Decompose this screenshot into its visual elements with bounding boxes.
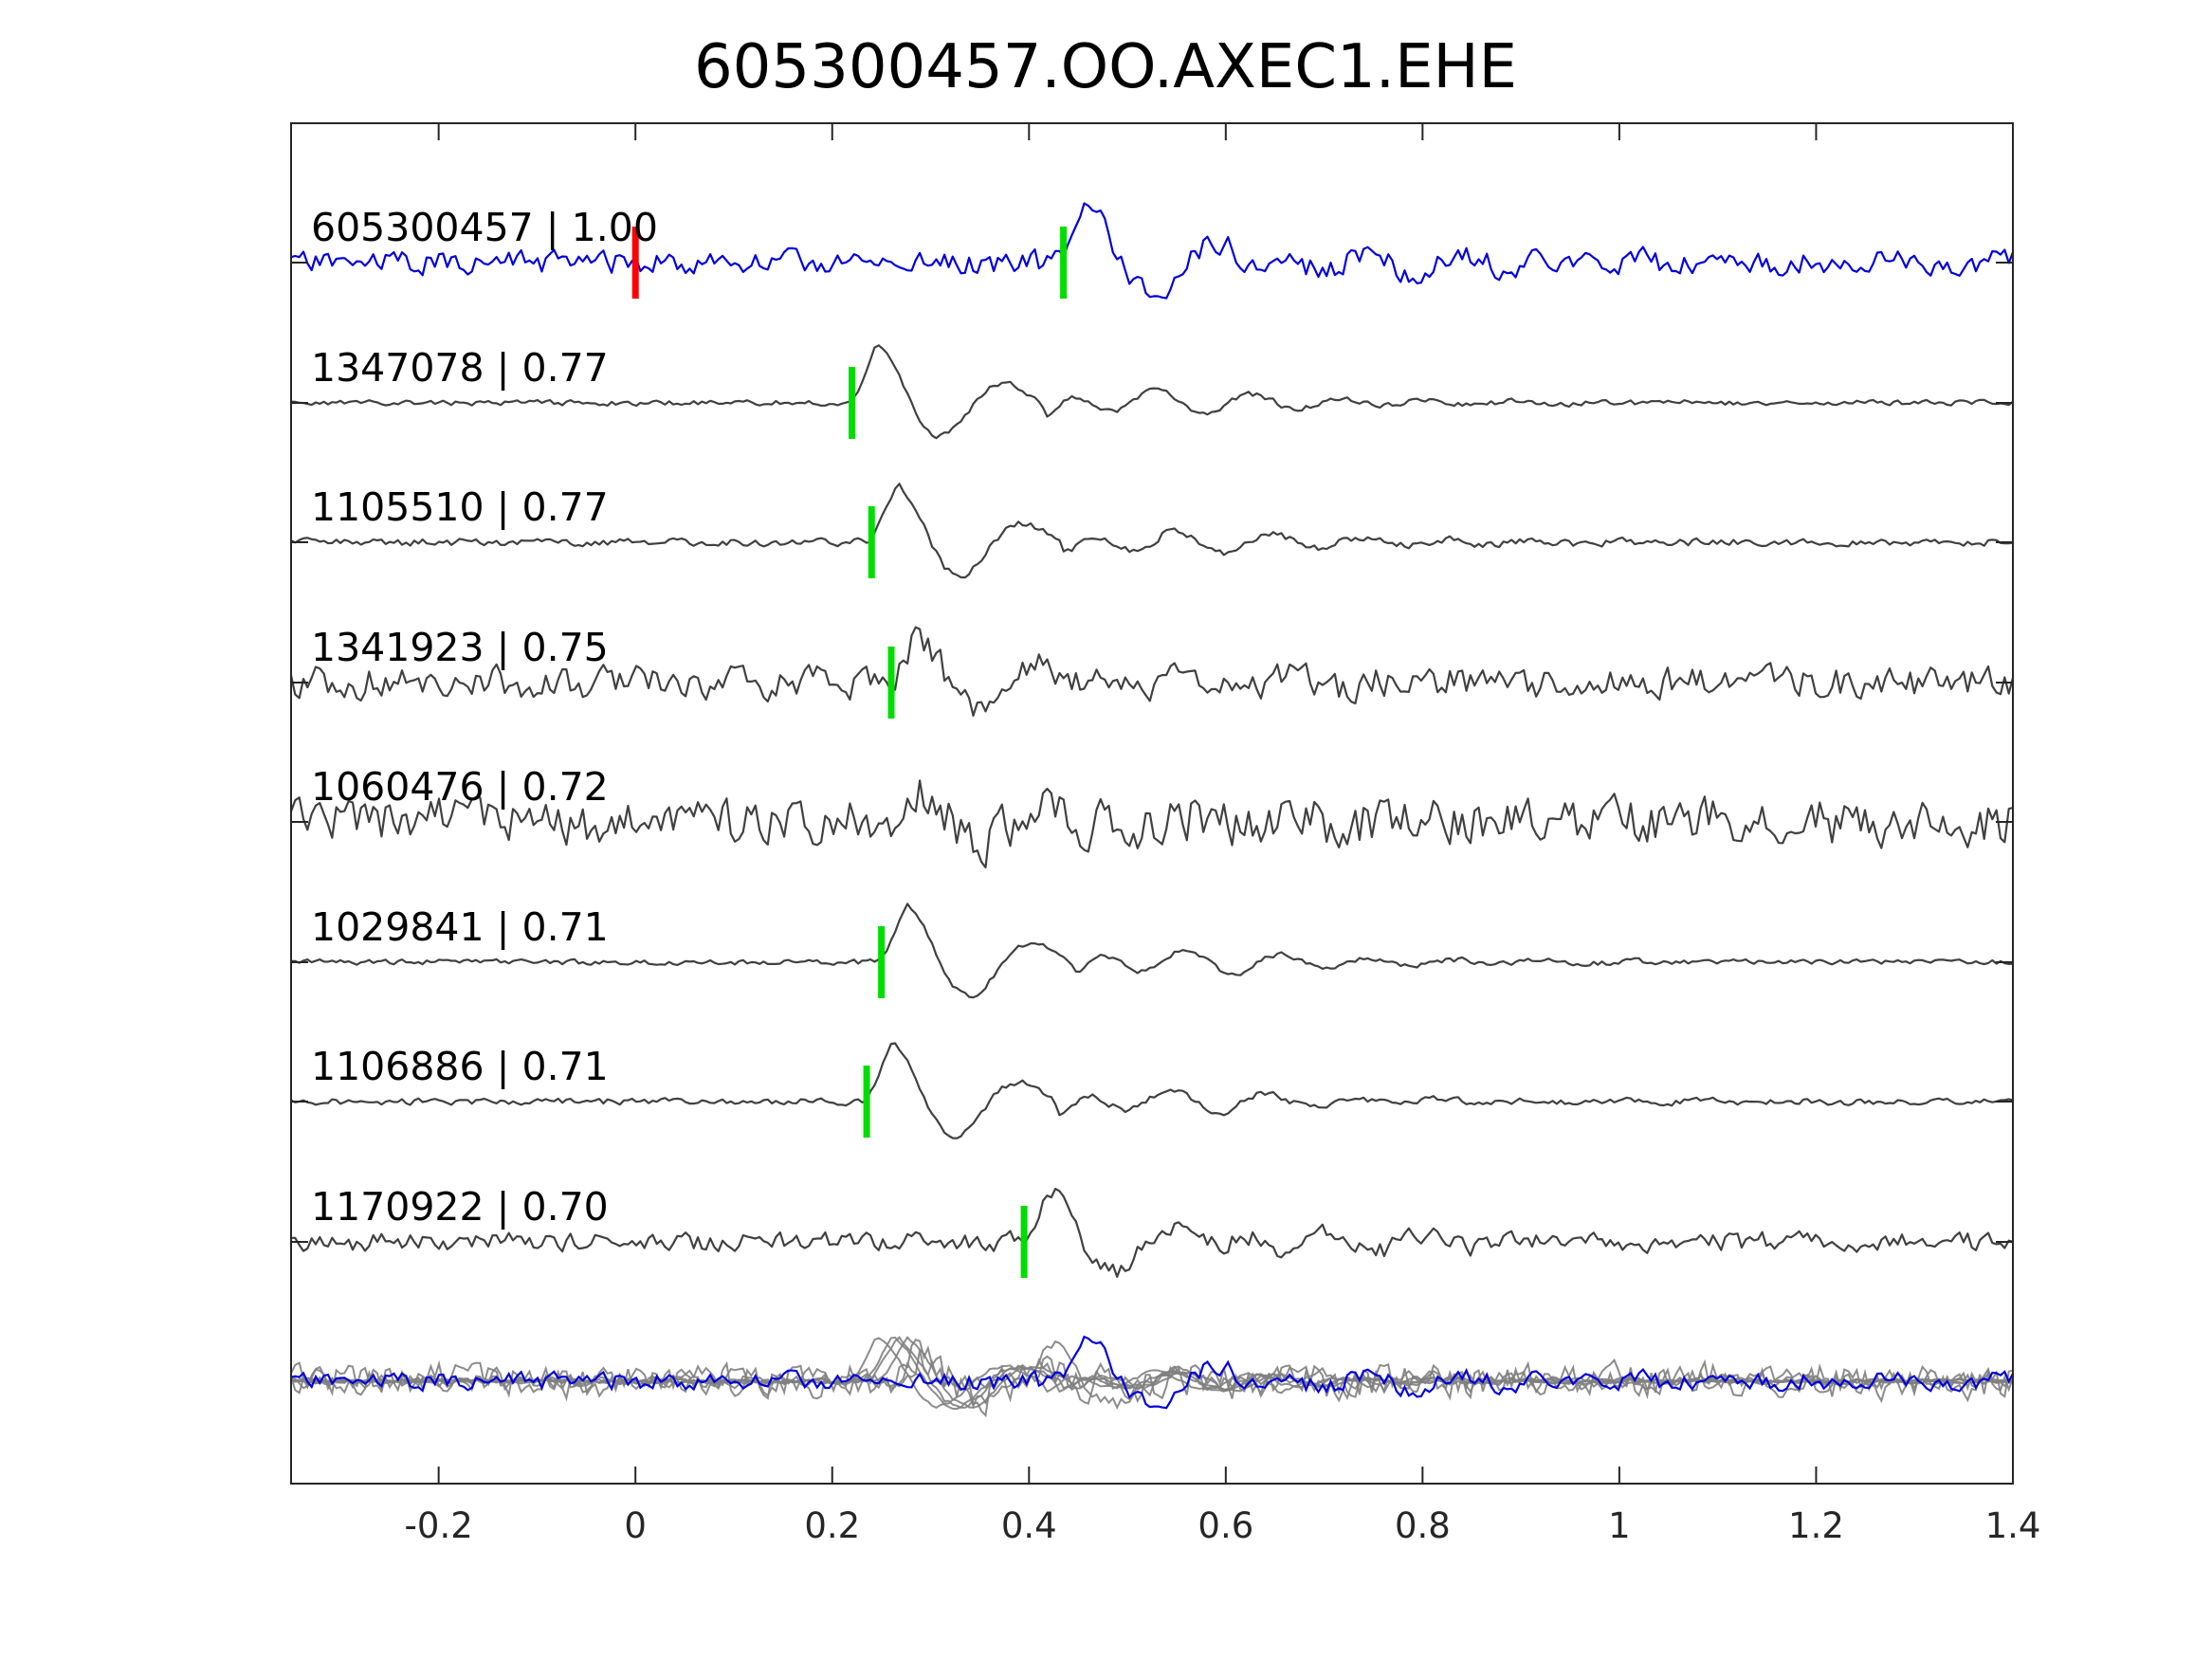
trace-label-7: 1170922 | 0.70 bbox=[311, 1184, 609, 1230]
xtick-label-0: -0.2 bbox=[405, 1505, 473, 1546]
xtick-label-1: 0 bbox=[624, 1505, 647, 1546]
plot-area bbox=[291, 123, 2013, 1484]
trace-label-6: 1106886 | 0.71 bbox=[311, 1044, 609, 1089]
stack-line-template bbox=[290, 1335, 2014, 1410]
xtick-label-8: 1.4 bbox=[1985, 1505, 2041, 1546]
trace-line-2 bbox=[290, 483, 2014, 579]
trace-line-0 bbox=[290, 202, 2015, 300]
trace-line-5 bbox=[291, 902, 2014, 999]
axes-frame bbox=[290, 122, 2014, 1485]
trace-line-6 bbox=[290, 1042, 2014, 1139]
axes: -0.2 0 0.2 0.4 0.6 0.8 1 1.2 1.4 bbox=[290, 122, 2041, 1546]
xtick-label-5: 0.8 bbox=[1395, 1505, 1451, 1546]
xtick-label-6: 1 bbox=[1608, 1505, 1631, 1546]
trace-label-4: 1060476 | 0.72 bbox=[311, 764, 609, 810]
xtick-label-3: 0.4 bbox=[1001, 1505, 1057, 1546]
traces-layer bbox=[289, 202, 2015, 1278]
picks-layer bbox=[631, 227, 1068, 1278]
trace-line-4 bbox=[289, 779, 2014, 869]
stack-line-7 bbox=[291, 1340, 2014, 1411]
trace-label-1: 1347078 | 0.77 bbox=[311, 345, 609, 391]
xtick-label-4: 0.6 bbox=[1197, 1505, 1253, 1546]
chart-title: 605300457.OO.AXEC1.EHE bbox=[694, 32, 1517, 102]
trace-line-3 bbox=[289, 626, 2015, 717]
trace-line-7 bbox=[291, 1187, 2014, 1278]
plot-background bbox=[291, 123, 2013, 1484]
trace-labels: 605300457 | 1.00 1347078 | 0.77 1105510 | … bbox=[311, 205, 658, 1230]
trace-label-5: 1029841 | 0.71 bbox=[311, 904, 609, 950]
xtick-label-2: 0.2 bbox=[804, 1505, 860, 1546]
trace-label-0: 605300457 | 1.00 bbox=[311, 205, 658, 250]
trace-line-1 bbox=[290, 344, 2014, 440]
xtick-label-7: 1.2 bbox=[1788, 1505, 1844, 1546]
trace-label-3: 1341923 | 0.75 bbox=[311, 625, 609, 670]
overlay-stack bbox=[290, 1335, 2014, 1418]
trace-label-2: 1105510 | 0.77 bbox=[311, 484, 609, 530]
